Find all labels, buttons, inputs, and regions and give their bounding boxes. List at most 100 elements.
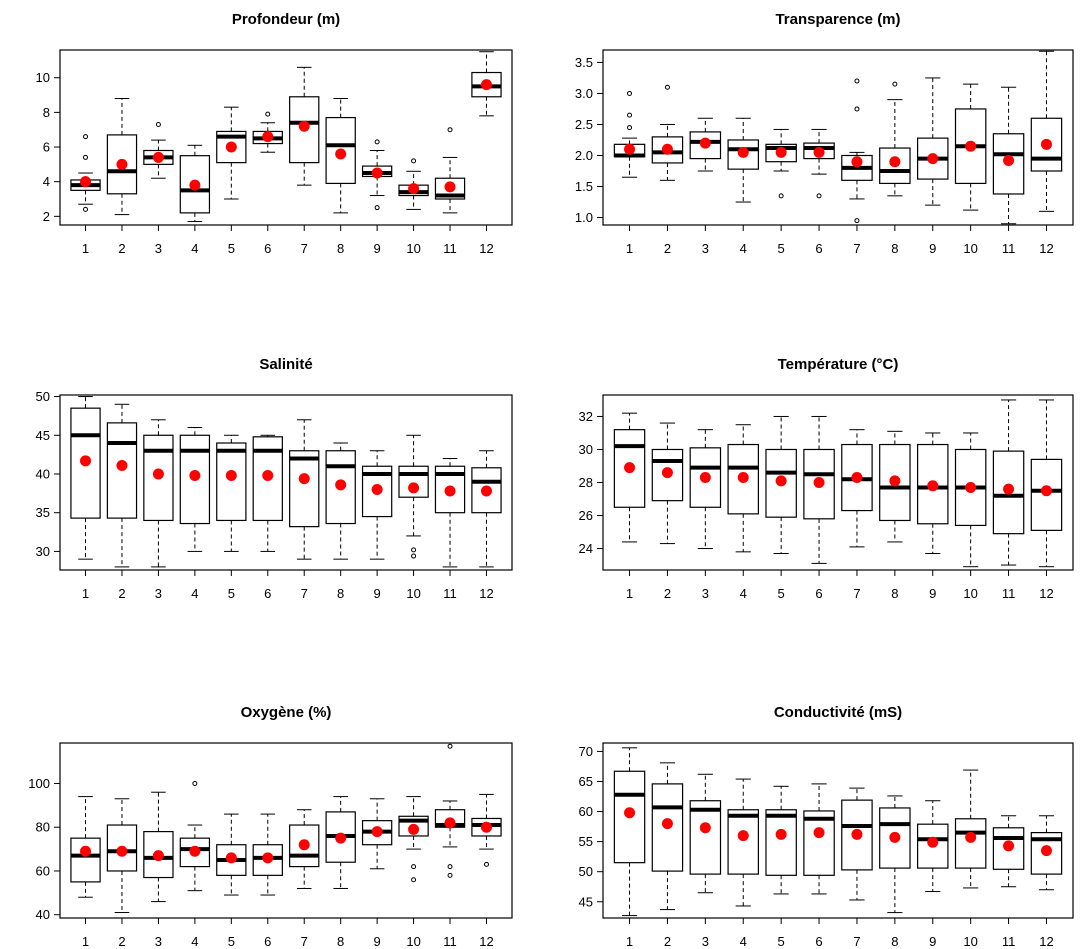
box-10 [398, 158, 429, 210]
plot-frame [602, 742, 1074, 919]
iqr-box [765, 809, 797, 876]
mean-point [889, 156, 901, 168]
box-8 [325, 796, 356, 889]
mean-point [152, 151, 164, 163]
x-tick-label: 10 [963, 241, 977, 256]
x-tick-label: 2 [118, 586, 125, 601]
mean-point [444, 817, 456, 829]
box-11 [434, 127, 466, 214]
box-9 [361, 798, 393, 870]
box-9 [361, 139, 393, 211]
box-7 [841, 787, 873, 901]
y-tick-label: 45 [579, 894, 593, 909]
iqr-box [471, 467, 502, 514]
mean-point [189, 179, 201, 191]
mean-point [813, 477, 825, 488]
x-tick-label: 3 [702, 241, 709, 256]
box-5 [216, 434, 247, 552]
plot-frame [602, 49, 1074, 226]
mean-point [80, 845, 92, 857]
mean-point [661, 143, 673, 155]
box-1 [613, 747, 646, 917]
chart-panel-2: Transparence (m)1.01.52.02.53.03.51 2 3 4 5 6… [575, 11, 1074, 256]
y-tick-label: 40 [36, 466, 50, 481]
box-1 [70, 796, 101, 898]
mean-point [262, 131, 274, 143]
mean-point [116, 459, 128, 471]
y-tick-label: 80 [36, 820, 50, 835]
box-4 [179, 780, 211, 892]
y-tick-label: 24 [579, 541, 593, 556]
mean-point [737, 472, 749, 484]
x-tick-label: 5 [228, 586, 235, 601]
mean-point [813, 827, 825, 839]
iqr-box [398, 465, 429, 498]
x-tick-label: 1 [626, 586, 633, 601]
iqr-box [803, 810, 835, 876]
mean-point [298, 839, 310, 851]
outlier-point [854, 106, 860, 112]
mean-point [889, 475, 901, 487]
mean-point [225, 470, 237, 482]
x-tick-label: 4 [740, 934, 747, 949]
x-tick-label: 3 [155, 241, 162, 256]
y-tick-label: 2 [43, 209, 50, 224]
x-tick-label: 11 [443, 934, 457, 949]
y-tick-label: 6 [43, 140, 50, 155]
mean-point [699, 137, 711, 149]
mean-point [737, 146, 749, 158]
x-tick-label: 6 [815, 586, 822, 601]
x-tick-label: 12 [479, 934, 493, 949]
y-tick-label: 26 [579, 508, 593, 523]
box-6 [252, 813, 283, 896]
y-tick-label: 55 [579, 834, 593, 849]
box-4 [727, 424, 760, 553]
box-9 [916, 432, 949, 554]
x-tick-label: 3 [702, 586, 709, 601]
outlier-point [892, 81, 898, 87]
y-tick-label: 60 [579, 804, 593, 819]
chart-title: Conductivité (mS) [774, 704, 902, 721]
mean-point [225, 141, 237, 153]
x-tick-label: 5 [228, 241, 235, 256]
x-tick-label: 4 [191, 934, 198, 949]
box-7 [841, 78, 873, 224]
box-9 [916, 800, 949, 893]
mean-point [889, 831, 901, 843]
box-8 [325, 442, 356, 560]
x-tick-label: 11 [1002, 586, 1016, 601]
box-3 [689, 429, 722, 550]
mean-point [851, 828, 863, 840]
mean-point [116, 845, 128, 857]
y-tick-label: 3.5 [575, 55, 593, 70]
mean-point [152, 850, 164, 862]
x-tick-label: 8 [891, 934, 898, 949]
x-tick-label: 1 [626, 241, 633, 256]
plot-frame [59, 49, 513, 226]
y-tick-label: 60 [36, 863, 50, 878]
box-2 [106, 403, 138, 568]
mean-point [80, 176, 92, 188]
x-tick-label: 4 [740, 586, 747, 601]
box-3 [143, 419, 174, 568]
mean-point [480, 821, 492, 833]
outlier-point [816, 193, 822, 199]
x-tick-label: 11 [443, 241, 457, 256]
y-tick-label: 28 [579, 475, 593, 490]
y-tick-label: 35 [36, 505, 50, 520]
box-11 [992, 815, 1025, 888]
outlier-point [83, 206, 89, 212]
mean-point [371, 826, 383, 838]
mean-point [298, 473, 310, 485]
outlier-point [778, 193, 784, 199]
x-tick-label: 10 [963, 586, 977, 601]
x-tick-label: 5 [228, 934, 235, 949]
mean-point [444, 181, 456, 193]
box-12 [1030, 50, 1063, 212]
mean-point [624, 143, 636, 155]
y-tick-label: 2.5 [575, 117, 593, 132]
mean-point [699, 822, 711, 834]
mean-point [661, 467, 673, 479]
